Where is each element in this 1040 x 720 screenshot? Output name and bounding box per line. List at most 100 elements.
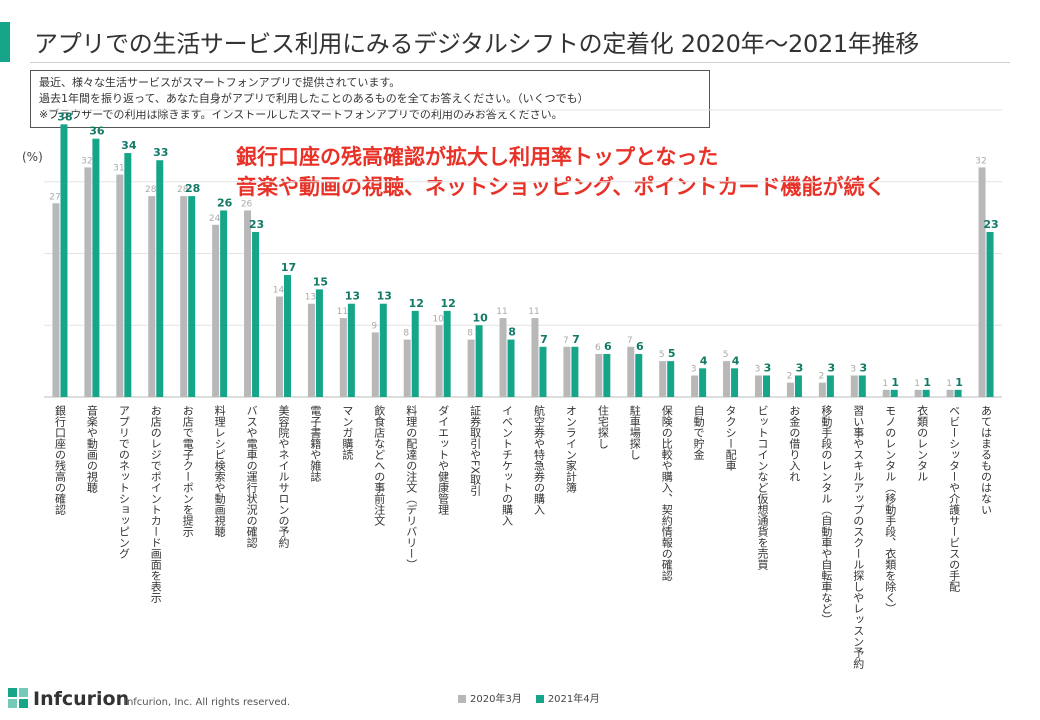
bar-2021-25 [858, 375, 866, 397]
data-label-2021-0: 38 [57, 110, 72, 123]
bar-2021-16 [571, 346, 579, 397]
headline: 銀行口座の残高確認が拡大し利用率トップとなった 音楽や動画の視聴、ネットショッピ… [236, 142, 886, 202]
bar-2021-11 [411, 310, 419, 397]
logo-text: Infcurion [33, 688, 130, 710]
bar-2020-8 [307, 303, 315, 397]
data-label-2020-12: 10 [432, 314, 444, 324]
category-label-16: オンライン家計簿 [564, 405, 577, 493]
bar-2021-29 [986, 231, 994, 397]
bar-2020-11 [403, 339, 411, 397]
bar-2021-21 [731, 368, 739, 397]
bar-2020-4 [180, 196, 188, 397]
legend-item-2020: 2020年3月 [458, 690, 522, 705]
category-label-2: アプリでのネットショッピング [117, 405, 130, 559]
category-label-28: ベビーシッターや介護サービスの手配 [948, 405, 961, 592]
data-label-2020-23: 2 [787, 372, 793, 382]
bar-2021-19 [667, 361, 675, 397]
data-label-2021-15: 7 [540, 333, 548, 346]
bar-2021-5 [220, 210, 228, 397]
data-label-2021-19: 5 [668, 347, 676, 360]
category-label-3: お店のレジでポイントカード画面を表示 [149, 405, 162, 603]
data-label-2020-25: 3 [850, 364, 856, 374]
question-line-1: 最近、様々な生活サービスがスマートフォンアプリで提供されています。 [39, 76, 401, 89]
legend-swatch-2021 [535, 695, 544, 703]
data-label-2021-1: 36 [89, 125, 105, 138]
bar-2021-7 [284, 275, 291, 397]
bar-2020-27 [914, 389, 922, 397]
data-label-2020-20: 3 [691, 364, 697, 374]
bar-2021-15 [539, 346, 547, 397]
data-label-2020-29: 32 [975, 156, 986, 166]
bar-2021-2 [124, 153, 132, 397]
company-logo: Infcurion [8, 688, 129, 710]
bar-2020-20 [691, 375, 699, 397]
data-label-2020-9: 11 [337, 307, 348, 317]
data-label-2021-11: 12 [409, 297, 424, 310]
data-label-2020-21: 5 [723, 350, 729, 360]
category-label-6: バスや電車の運行状況の確認 [245, 405, 258, 548]
bar-2020-1 [84, 167, 92, 397]
data-label-2020-3: 28 [145, 185, 157, 195]
bar-2021-23 [794, 375, 802, 397]
bar-2020-24 [818, 382, 826, 397]
logo-mark-icon [8, 688, 30, 710]
legend-item-2021: 2021年4月 [535, 690, 600, 705]
data-label-2021-3: 33 [153, 146, 168, 159]
bar-2021-14 [507, 339, 515, 397]
data-label-2021-29: 23 [983, 218, 998, 231]
bar-2021-27 [922, 389, 930, 397]
y-axis-unit-label: (%) [22, 150, 43, 164]
bar-2021-18 [635, 353, 643, 397]
copyright: Infcurion, Inc. All rights reserved. [124, 697, 291, 708]
data-label-2021-5: 26 [217, 196, 233, 209]
data-label-2020-18: 7 [627, 336, 633, 346]
category-label-15: 航空券や特急券の購入 [532, 404, 545, 515]
category-label-22: ビットコインなど仮想通貨を売買 [756, 405, 769, 571]
category-label-14: イベントチケットの購入 [501, 405, 514, 526]
bar-2021-22 [763, 375, 770, 397]
category-label-23: お金の借り入れ [788, 405, 801, 482]
category-label-7: 美容院やネイルサロンの予約 [277, 405, 290, 549]
legend-swatch-2020 [458, 695, 466, 703]
bar-2020-16 [563, 346, 571, 397]
data-label-2020-28: 1 [946, 379, 952, 389]
data-label-2020-1: 32 [81, 156, 92, 166]
bar-2020-17 [595, 353, 603, 397]
data-label-2021-20: 4 [700, 354, 708, 367]
data-label-2020-6: 26 [241, 199, 253, 209]
category-label-1: 音楽や動画の視聴 [85, 404, 98, 494]
bar-2020-7 [276, 296, 283, 397]
category-label-27: 衣類のレンタル [916, 404, 929, 482]
category-label-10: 飲食店などへの事前注文 [373, 404, 386, 526]
bar-2021-9 [347, 303, 355, 397]
bar-2020-22 [755, 375, 762, 397]
bar-2020-0 [52, 203, 60, 397]
category-label-25: 習い事やスキルアップのスクール探しやレッスン予約 [852, 405, 865, 670]
data-label-2020-14: 11 [496, 307, 507, 317]
bar-2021-6 [252, 231, 260, 397]
bar-2020-5 [212, 224, 220, 397]
bar-2020-18 [627, 346, 635, 397]
data-label-2020-2: 31 [113, 164, 124, 174]
data-label-2020-5: 24 [209, 214, 221, 224]
category-label-20: 自動で貯金 [692, 405, 705, 460]
bar-2021-20 [699, 368, 707, 397]
bar-2020-28 [946, 389, 954, 397]
category-label-8: 電子書籍や雑誌 [309, 405, 322, 482]
bar-2021-0 [60, 124, 68, 397]
data-label-2021-27: 1 [923, 376, 931, 389]
data-label-2021-6: 23 [249, 218, 264, 231]
category-label-11: 料理の配達の注文（デリバリー） [405, 404, 418, 570]
bar-2021-24 [826, 375, 834, 397]
data-label-2021-18: 6 [636, 340, 644, 353]
bar-2020-29 [978, 167, 986, 397]
category-label-21: タクシー配車 [724, 405, 737, 472]
data-label-2021-4: 28 [185, 182, 200, 195]
page-title: アプリでの生活サービス利用にみるデジタルシフトの定着化 2020年～2021年推… [34, 30, 920, 58]
data-label-2021-13: 10 [472, 311, 488, 324]
bar-2020-15 [531, 318, 539, 397]
data-label-2021-22: 3 [764, 361, 772, 374]
bar-2021-3 [156, 160, 164, 397]
bar-2020-19 [659, 361, 667, 397]
data-label-2020-0: 27 [49, 192, 60, 202]
